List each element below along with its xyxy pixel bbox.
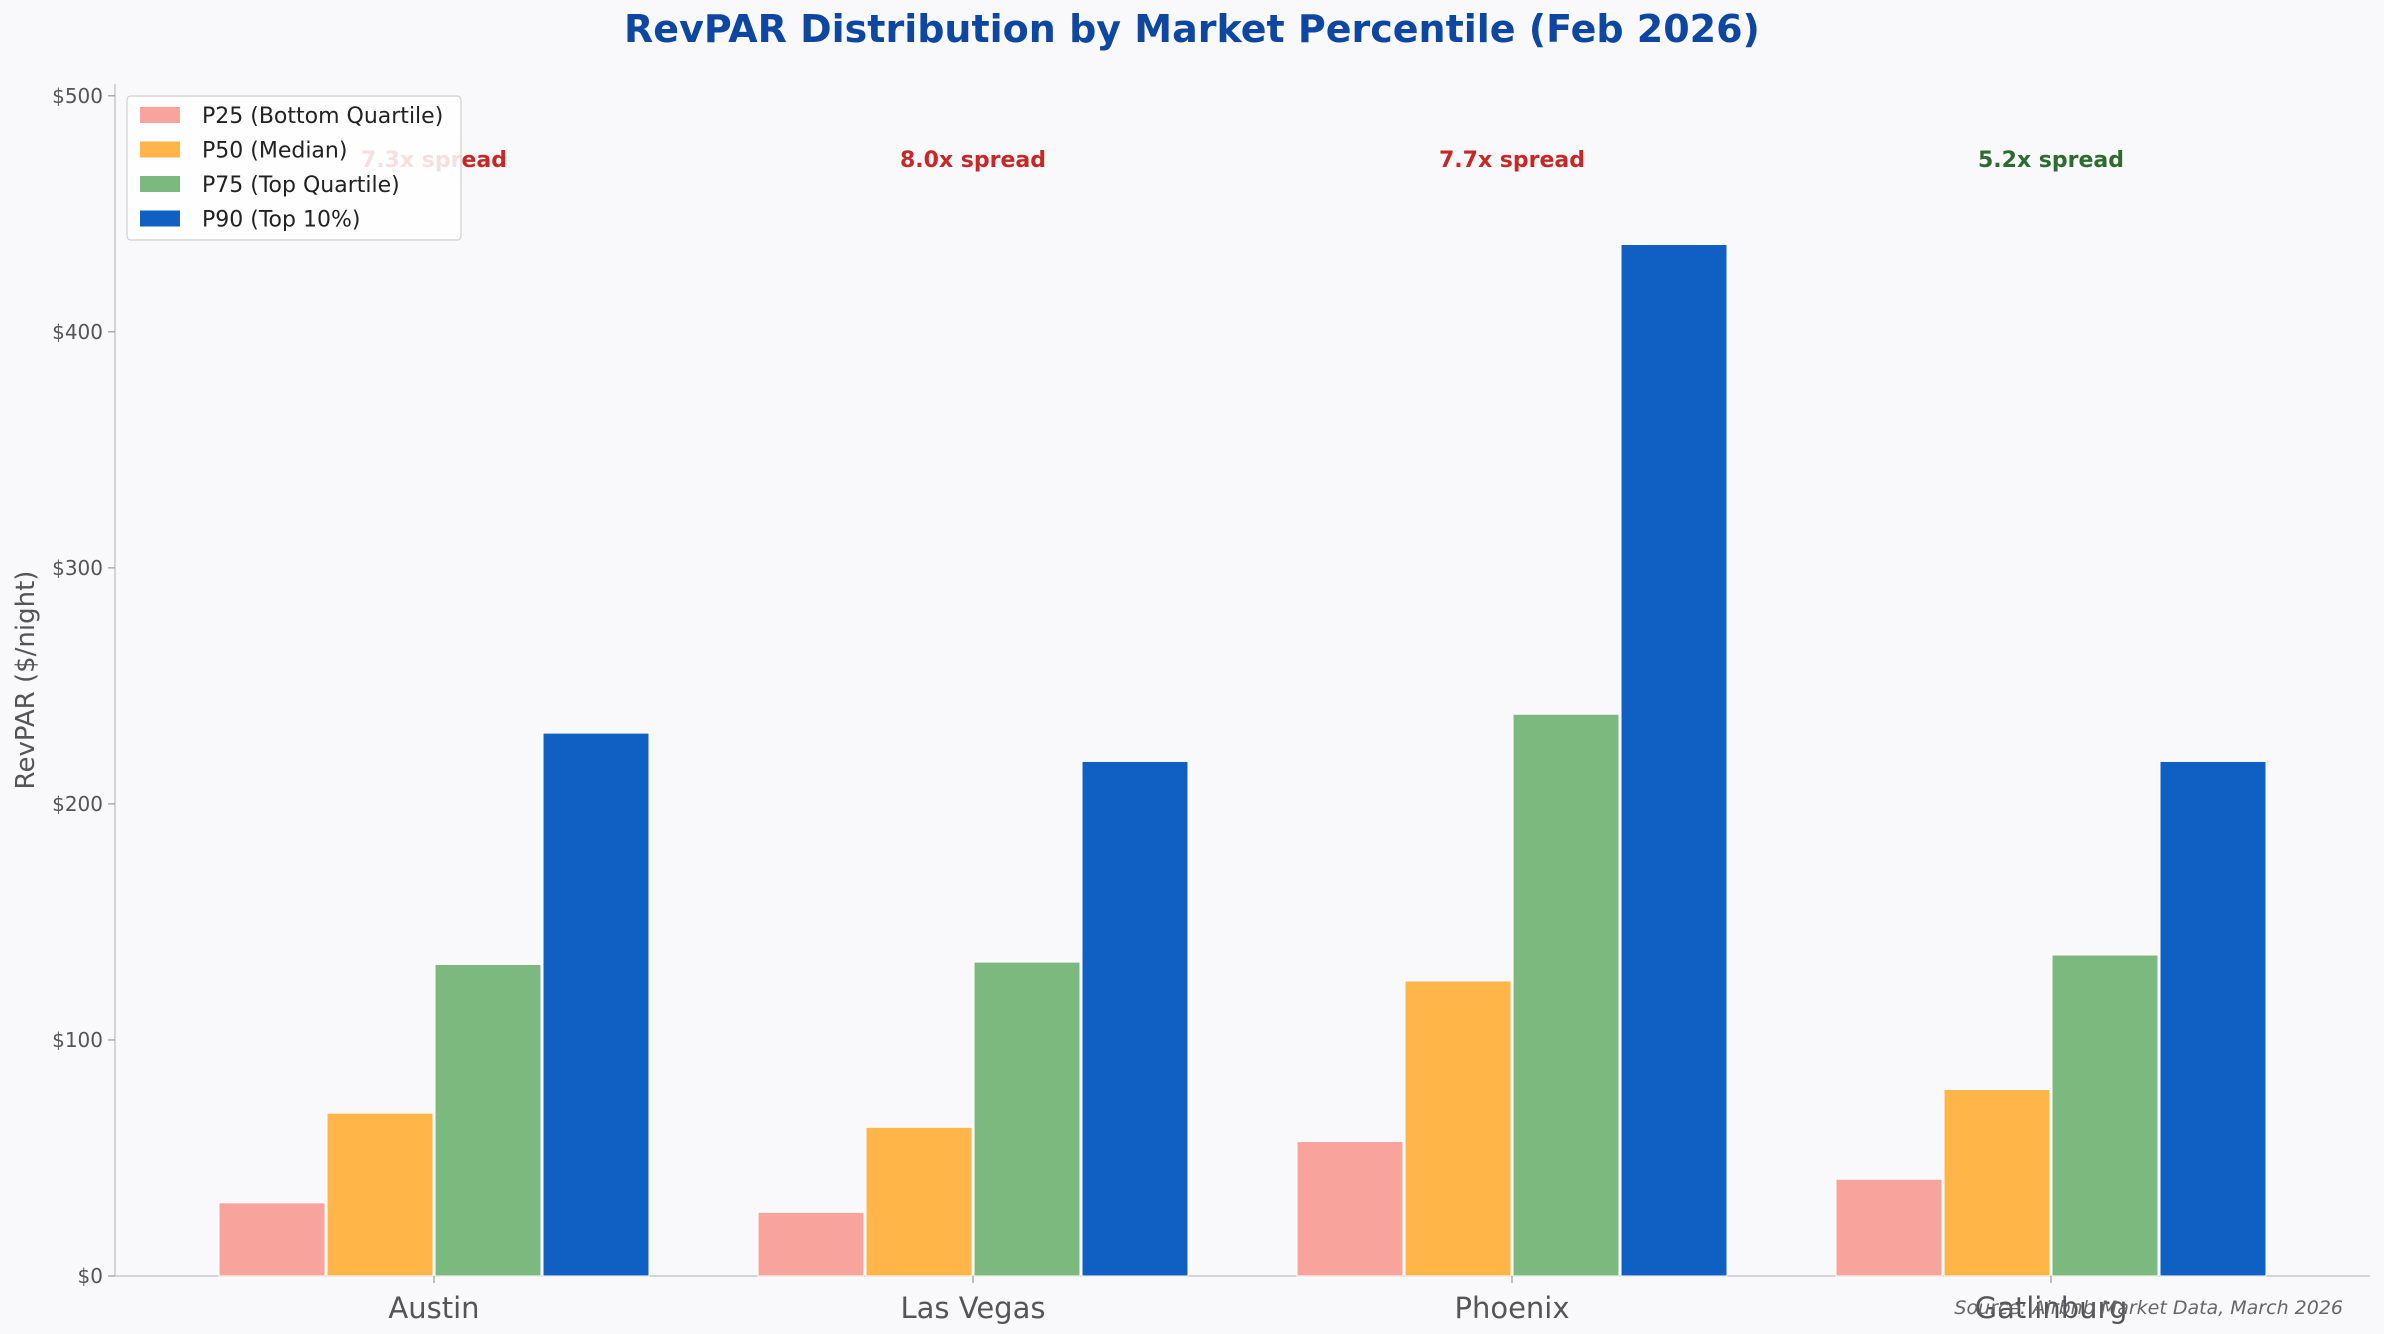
x-tick-label: Phoenix bbox=[1454, 1291, 1569, 1325]
legend-entry: P90 (Top 10%) bbox=[202, 208, 360, 233]
bar-las-vegas-3 bbox=[973, 961, 1081, 1277]
bar-las-vegas-1 bbox=[757, 1211, 865, 1277]
bar-gatlinburg-2 bbox=[1943, 1089, 2051, 1277]
y-tick-label: $400 bbox=[52, 320, 103, 344]
spread-label: 5.2x spread bbox=[1978, 148, 2124, 173]
bar-phoenix-4 bbox=[1620, 244, 1728, 1277]
spread-label: 7.7x spread bbox=[1439, 148, 1585, 173]
y-tick-label: $100 bbox=[52, 1028, 103, 1052]
source-note: Source: Airbnb Market Data, March 2026 bbox=[1954, 1297, 2343, 1319]
legend-entry: P50 (Median) bbox=[202, 139, 347, 164]
x-ticks: Austin Las Vegas Phoenix Gatlinburg bbox=[388, 1276, 2127, 1325]
legend-swatch bbox=[140, 107, 180, 123]
bars bbox=[218, 244, 2267, 1277]
bar-las-vegas-2 bbox=[865, 1126, 973, 1277]
legend-entry: P25 (Bottom Quartile) bbox=[202, 104, 443, 129]
bar-austin-2 bbox=[326, 1112, 434, 1277]
y-ticks: $0 $100 $200 $300 $400 $500 bbox=[52, 84, 115, 1288]
x-tick-label: Las Vegas bbox=[901, 1291, 1046, 1325]
y-tick-label: $500 bbox=[52, 84, 103, 108]
x-tick-label: Gatlinburg bbox=[1975, 1291, 2128, 1325]
chart-title: RevPAR Distribution by Market Percentile… bbox=[624, 7, 1760, 51]
legend: P25 (Bottom Quartile) P50 (Median) P75 (To… bbox=[126, 95, 462, 241]
y-tick-label: $300 bbox=[52, 556, 103, 580]
legend-swatch bbox=[140, 141, 180, 158]
y-tick-label: $0 bbox=[78, 1264, 103, 1288]
legend-swatch bbox=[140, 176, 180, 192]
bar-austin-3 bbox=[434, 963, 542, 1277]
bar-phoenix-3 bbox=[1512, 713, 1620, 1277]
x-tick-label: Austin bbox=[388, 1291, 479, 1325]
legend-entry: P75 (Top Quartile) bbox=[202, 173, 400, 198]
legend-swatch bbox=[140, 210, 180, 227]
bar-gatlinburg-3 bbox=[2051, 954, 2159, 1277]
bar-phoenix-1 bbox=[1296, 1140, 1404, 1277]
spread-label: 8.0x spread bbox=[900, 148, 1046, 173]
legend-box bbox=[126, 95, 462, 241]
bar-gatlinburg-1 bbox=[1835, 1178, 1943, 1277]
bar-austin-4 bbox=[542, 732, 650, 1277]
bar-gatlinburg-4 bbox=[2159, 760, 2267, 1277]
bar-phoenix-2 bbox=[1404, 980, 1512, 1277]
y-axis-label: RevPAR ($/night) bbox=[11, 571, 41, 790]
bar-austin-1 bbox=[218, 1202, 326, 1277]
y-tick-label: $200 bbox=[52, 792, 103, 816]
bar-las-vegas-4 bbox=[1081, 760, 1189, 1277]
